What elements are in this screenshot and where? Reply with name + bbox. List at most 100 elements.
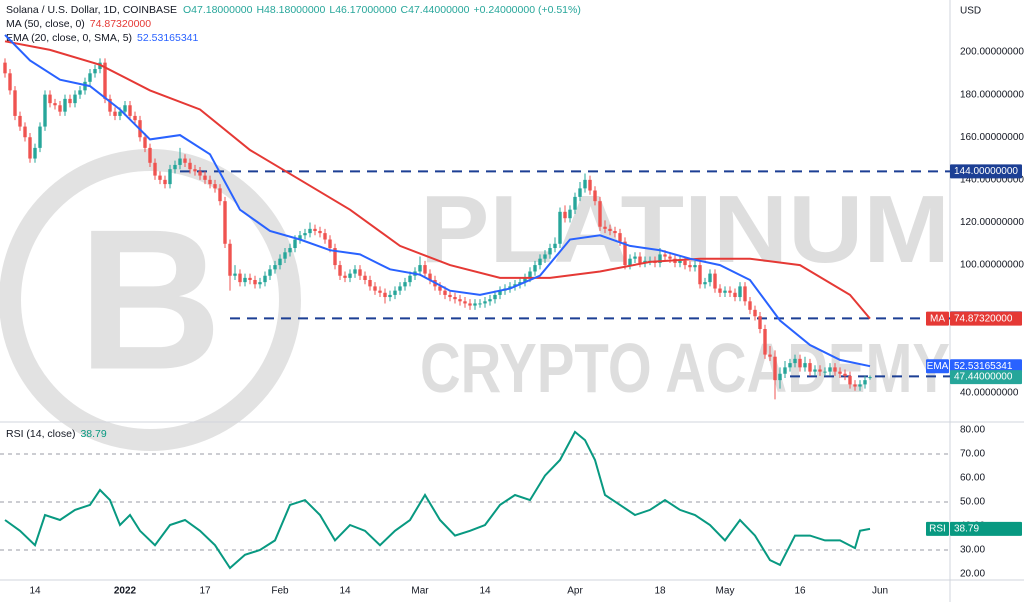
- candle-body: [423, 265, 427, 274]
- candle-body: [163, 179, 167, 185]
- candle-body: [533, 265, 537, 272]
- candle-body: [753, 309, 757, 317]
- candle-body: [583, 179, 587, 189]
- candle-body: [198, 171, 202, 176]
- x-tick-label: Mar: [411, 586, 429, 597]
- y-tick-label: 40.00000000: [960, 388, 1019, 399]
- x-tick-label: 14: [479, 586, 491, 597]
- candle-body: [483, 301, 487, 304]
- candle-body: [793, 358, 797, 364]
- candle-body: [568, 209, 572, 219]
- candle-body: [23, 126, 27, 138]
- candle-body: [18, 115, 22, 127]
- x-tick-label: 17: [199, 586, 211, 597]
- candle-body: [563, 211, 567, 219]
- tag-name: [926, 521, 949, 536]
- price-tag-label: 47.44000000: [954, 372, 1013, 383]
- candle-body: [353, 269, 357, 274]
- candle-body: [498, 290, 502, 295]
- candle-body: [278, 258, 282, 266]
- candle-body: [148, 147, 152, 163]
- candle-body: [173, 164, 177, 170]
- candle-body: [368, 280, 372, 287]
- candle-body: [63, 98, 67, 112]
- candle-body: [403, 282, 407, 287]
- candle-body: [223, 201, 227, 244]
- candle-body: [623, 241, 627, 266]
- watermark-text: CRYPTO ACADEMY: [420, 329, 950, 407]
- x-tick-label: 14: [29, 586, 41, 597]
- candle-body: [333, 248, 337, 266]
- y-tick-label: 70.00: [960, 449, 985, 460]
- candle-body: [713, 273, 717, 289]
- candle-body: [818, 369, 822, 372]
- candle-body: [768, 354, 772, 357]
- candle-body: [848, 375, 852, 385]
- candle-body: [658, 254, 662, 263]
- y-tick-label: 100.00000000: [960, 260, 1024, 271]
- candle-body: [838, 371, 842, 374]
- x-tick-label: Apr: [567, 586, 583, 597]
- price-tag: [950, 370, 1022, 385]
- y-tick-label: 160.00000000: [960, 132, 1024, 143]
- legend-entry: MA (50, close, 0) 74.87320000: [6, 18, 151, 30]
- candle-body: [258, 282, 262, 285]
- candle-body: [703, 282, 707, 285]
- candle-body: [358, 269, 362, 276]
- candle-body: [743, 286, 747, 302]
- axis-unit: USD: [960, 6, 981, 17]
- candle-body: [478, 303, 482, 305]
- candle-body: [113, 111, 117, 116]
- quote: +0.24000000 (+0.51%): [473, 4, 580, 16]
- candle-body: [553, 243, 557, 249]
- tag-name-label: EMA: [927, 361, 949, 372]
- price-tag: [950, 359, 1022, 374]
- candle-body: [388, 294, 392, 298]
- candle-body: [143, 137, 147, 148]
- candle-body: [208, 179, 212, 185]
- price-tag-label: 52.53165341: [954, 361, 1013, 372]
- candle-body: [268, 269, 272, 276]
- candle-body: [88, 73, 92, 82]
- candle-body: [548, 248, 552, 255]
- candle-body: [783, 367, 787, 374]
- candle-body: [578, 188, 582, 197]
- x-tick-label: 16: [794, 586, 806, 597]
- candle-body: [798, 358, 802, 368]
- candle-body: [38, 126, 42, 148]
- candle-body: [788, 363, 792, 368]
- y-tick-label: 80.00: [960, 425, 985, 436]
- candle-body: [523, 277, 527, 283]
- x-tick-label: 14: [339, 586, 351, 597]
- quote: C47.44000000: [401, 4, 470, 16]
- quote: H48.18000000: [256, 4, 325, 16]
- candle-body: [308, 228, 312, 234]
- candle-body: [748, 301, 752, 310]
- candle-body: [13, 90, 17, 116]
- candle-body: [398, 286, 402, 291]
- candle-body: [228, 243, 232, 276]
- y-tick-label: 50.00: [960, 497, 985, 508]
- candle-body: [678, 260, 682, 263]
- price-tag-label: 74.87320000: [954, 313, 1013, 324]
- candle-body: [613, 230, 617, 234]
- candle-body: [488, 299, 492, 302]
- candle-body: [828, 367, 832, 372]
- price-tag-label: 144.00000000: [954, 166, 1018, 177]
- x-tick-label: 18: [654, 586, 666, 597]
- x-tick-label: Feb: [271, 586, 289, 597]
- candle-body: [598, 201, 602, 227]
- candle-body: [108, 98, 112, 112]
- x-tick-label: May: [716, 586, 735, 597]
- candle-body: [493, 294, 497, 300]
- candle-body: [868, 377, 872, 379]
- candle-body: [463, 301, 467, 304]
- legend-name: EMA (20, close, 0, SMA, 5): [6, 32, 132, 44]
- price-tag: [950, 164, 1022, 179]
- candle-body: [528, 271, 532, 278]
- candle-body: [718, 288, 722, 293]
- candle-body: [538, 258, 542, 266]
- candle-body: [618, 233, 622, 242]
- tag-name-label: RSI: [929, 524, 946, 535]
